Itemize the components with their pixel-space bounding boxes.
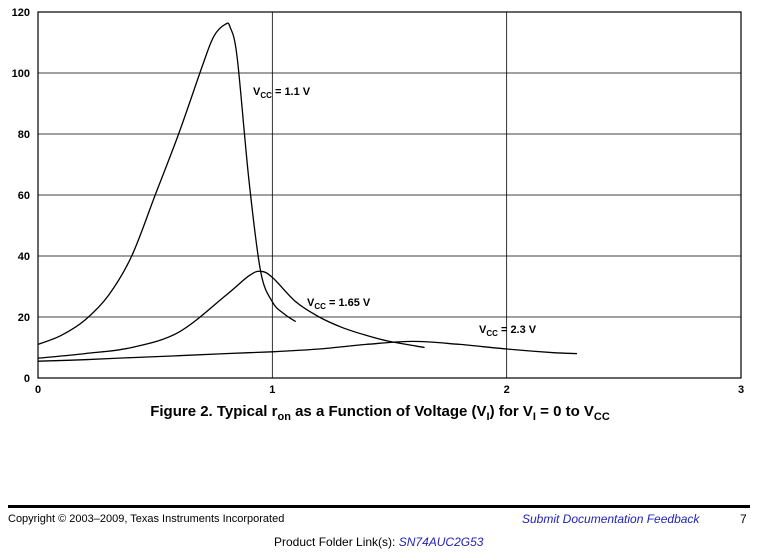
footer-divider <box>8 505 750 508</box>
ron-vs-voltage-chart: 0 20 40 60 80 100 120 0 1 2 3 VCC = 1.1 V VCC = 1… <box>12 7 744 396</box>
copyright-text: Copyright © 2003–2009, Texas Instruments… <box>8 513 285 525</box>
annotation-vcc-2-3v: VCC = 2.3 V <box>479 324 537 338</box>
series-lines <box>37 22 578 362</box>
x-tick-label: 0 <box>35 384 41 396</box>
series-line-1 <box>37 22 297 346</box>
product-folder-link[interactable]: SN74AUC2G53 <box>398 535 484 549</box>
y-tick-label: 80 <box>18 129 30 141</box>
submit-feedback-link[interactable]: Submit Documentation Feedback <box>522 512 700 526</box>
y-tick-labels: 0 20 40 60 80 100 120 <box>12 7 30 385</box>
x-tick-label: 3 <box>738 384 744 396</box>
y-tick-label: 0 <box>24 373 30 385</box>
series-line-2 <box>37 270 425 359</box>
y-tick-label: 60 <box>18 190 30 202</box>
product-folder-label: Product Folder Link(s): <box>274 535 399 549</box>
product-folder-line: Product Folder Link(s): SN74AUC2G53 <box>274 535 483 549</box>
annotation-vcc-1-65v: VCC = 1.65 V <box>307 297 371 311</box>
figure-caption: Figure 2. Typical ron as a Function of V… <box>150 403 610 423</box>
x-tick-label: 1 <box>269 384 275 396</box>
y-tick-label: 40 <box>18 251 30 263</box>
x-tick-labels: 0 1 2 3 <box>35 384 744 396</box>
annotation-vcc-1-1v: VCC = 1.1 V <box>253 86 311 100</box>
grid-lines <box>38 12 741 378</box>
y-tick-label: 20 <box>18 312 30 324</box>
y-tick-label: 120 <box>12 7 30 19</box>
y-tick-label: 100 <box>12 68 30 80</box>
x-tick-label: 2 <box>504 384 510 396</box>
page-number: 7 <box>740 512 747 526</box>
series-line-3 <box>37 340 578 362</box>
